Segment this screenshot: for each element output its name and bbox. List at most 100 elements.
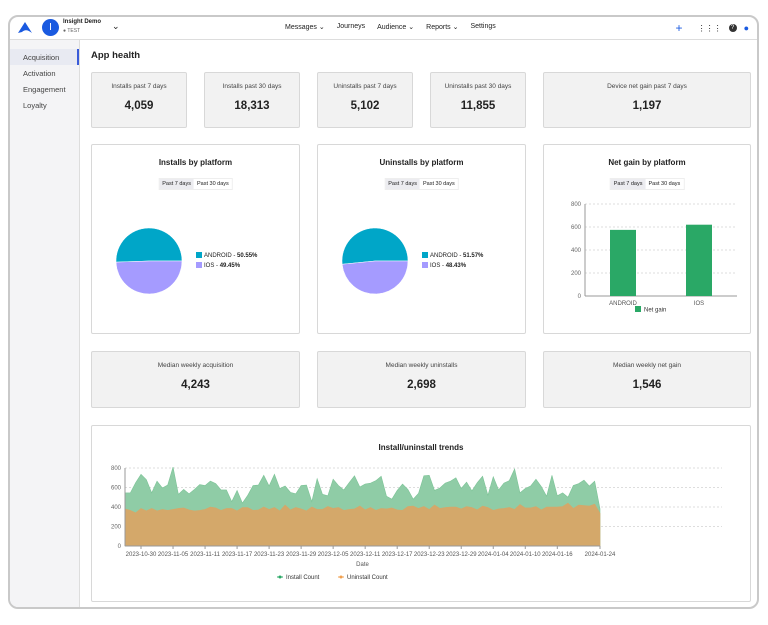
uninstalls-by-platform-card: Uninstalls by platform Past 7 days Past 3…	[317, 144, 526, 334]
sidebar-item-engagement[interactable]: Engagement	[23, 85, 66, 94]
legend-item[interactable]: IOS - 49.45%	[196, 261, 257, 271]
org-name[interactable]: Insight Demo	[63, 19, 102, 25]
median-label: Median weekly acquisition	[157, 362, 234, 369]
legend-item[interactable]: ANDROID - 50.55%	[196, 251, 257, 261]
x-tick-label: 2023-12-23	[414, 552, 445, 558]
range-30d[interactable]: Past 30 days	[419, 179, 458, 189]
header-actions: + ⋮⋮⋮ ? ●	[676, 21, 749, 35]
legend-label: IOS	[204, 263, 215, 269]
x-tick-label: 2023-12-17	[382, 552, 413, 558]
user-icon[interactable]: ●	[743, 23, 749, 33]
nav-label: Reports	[426, 24, 451, 31]
legend-swatch	[422, 252, 428, 258]
legend-percent: 50.55%	[237, 253, 258, 259]
x-tick-label: 2023-11-11	[190, 552, 220, 558]
median-value: 4,243	[181, 379, 210, 391]
sidebar-item-activation[interactable]: Activation	[23, 69, 56, 78]
top-nav-bar: I Insight Demo ● TEST ⌄ Messages ⌄ Journ…	[10, 17, 757, 40]
x-tick-label: 2023-11-05	[158, 552, 189, 558]
kpi-value: 4,059	[124, 100, 154, 112]
env-label: ● TEST	[63, 28, 81, 34]
pie-legend: ANDROID - 50.55% IOS - 49.45%	[196, 251, 257, 271]
legend-label: Uninstall Count	[347, 575, 388, 581]
nav-settings[interactable]: Settings	[470, 23, 496, 30]
median-label: Median weekly net gain	[613, 362, 681, 369]
legend-swatch	[422, 262, 428, 268]
y-tick-label: 200	[111, 525, 122, 531]
installs-pie-chart	[115, 227, 183, 295]
range-7d[interactable]: Past 7 days	[610, 179, 646, 189]
kpi-card: Uninstalls past 30 days 11,855	[430, 72, 526, 128]
nav-label: Messages	[285, 24, 317, 31]
range-toggle: Past 7 days Past 30 days	[384, 178, 459, 190]
x-tick-label: IOS	[694, 301, 704, 307]
median-value: 1,546	[632, 379, 662, 391]
legend-label: Net gain	[644, 308, 666, 314]
x-tick-label: 2023-11-23	[254, 552, 285, 558]
org-switcher-chevron-icon[interactable]: ⌄	[112, 21, 120, 31]
org-avatar[interactable]: I	[42, 19, 59, 36]
y-tick-label: 800	[111, 466, 122, 472]
range-30d[interactable]: Past 30 days	[645, 179, 684, 189]
card-title: Uninstalls by platform	[379, 158, 464, 167]
pie-slice-ios	[341, 260, 409, 295]
kpi-value: 1,197	[632, 100, 662, 112]
kpi-card: Uninstalls past 7 days 5,102	[317, 72, 413, 128]
sidebar-item-acquisition[interactable]: Acquisition	[10, 49, 79, 65]
median-card: Median weekly uninstalls 2,698	[317, 351, 526, 408]
y-tick-label: 800	[571, 202, 582, 208]
pie-slice-android	[341, 227, 409, 265]
legend-label: ANDROID	[430, 253, 458, 259]
range-7d[interactable]: Past 7 days	[385, 179, 420, 189]
bar-android	[610, 229, 636, 296]
legend-label: ANDROID	[204, 253, 232, 259]
x-tick-label: 2024-01-16	[542, 552, 573, 558]
plus-icon[interactable]: +	[675, 21, 683, 35]
x-tick-label: 2024-01-04	[478, 552, 509, 558]
pie-slice-ios	[115, 260, 183, 295]
sidebar-item-loyalty[interactable]: Loyalty	[23, 101, 47, 110]
legend-dot	[339, 575, 343, 579]
x-tick-label: 2024-01-24	[585, 552, 616, 558]
nav-messages[interactable]: Messages ⌄	[285, 24, 325, 31]
legend-percent: 48.43%	[445, 263, 467, 269]
range-toggle: Past 7 days Past 30 days	[158, 178, 233, 190]
legend-item[interactable]: ANDROID - 51.57%	[422, 251, 483, 261]
help-icon[interactable]: ?	[728, 24, 737, 32]
kpi-value: 5,102	[350, 100, 380, 112]
legend-label: IOS	[430, 263, 441, 269]
card-title: Install/uninstall trends	[378, 443, 464, 452]
card-title: Installs by platform	[158, 158, 233, 167]
range-7d[interactable]: Past 7 days	[159, 179, 194, 189]
brand-logo-icon[interactable]	[17, 21, 33, 35]
y-tick-label: 0	[578, 294, 582, 300]
installs-by-platform-card: Installs by platform Past 7 days Past 30 …	[91, 144, 300, 334]
pie-slice-android	[115, 227, 183, 263]
nav-reports[interactable]: Reports ⌄	[426, 24, 459, 31]
range-30d[interactable]: Past 30 days	[193, 179, 232, 189]
legend-item[interactable]: IOS - 48.43%	[422, 261, 483, 271]
y-tick-label: 600	[571, 225, 582, 231]
env-name: TEST	[67, 28, 81, 34]
median-label: Median weekly uninstalls	[385, 362, 458, 369]
pie-legend: ANDROID - 51.57% IOS - 48.43%	[422, 251, 483, 271]
x-tick-label: 2023-12-05	[318, 552, 349, 558]
x-tick-label: 2024-01-10	[510, 552, 541, 558]
legend-percent: 49.45%	[219, 263, 241, 269]
median-card: Median weekly net gain 1,546	[543, 351, 751, 408]
kpi-label: Installs past 30 days	[222, 83, 282, 90]
uninstalls-pie-chart	[341, 227, 409, 295]
sidebar: Acquisition Activation Engagement Loyalt…	[10, 40, 80, 607]
nav-journeys[interactable]: Journeys	[336, 23, 366, 30]
app-grid-icon[interactable]: ⋮⋮⋮	[697, 23, 722, 33]
kpi-value: 11,855	[460, 100, 496, 112]
kpi-label: Uninstalls past 7 days	[333, 83, 397, 90]
x-tick-label: 2023-11-17	[222, 552, 253, 558]
legend-swatch	[635, 306, 641, 312]
page-title: App health	[91, 50, 141, 61]
nav-audience[interactable]: Audience ⌄	[377, 24, 415, 31]
kpi-card: Device net gain past 7 days 1,197	[543, 72, 751, 128]
y-tick-label: 400	[111, 505, 122, 511]
kpi-label: Uninstalls past 30 days	[444, 83, 512, 90]
